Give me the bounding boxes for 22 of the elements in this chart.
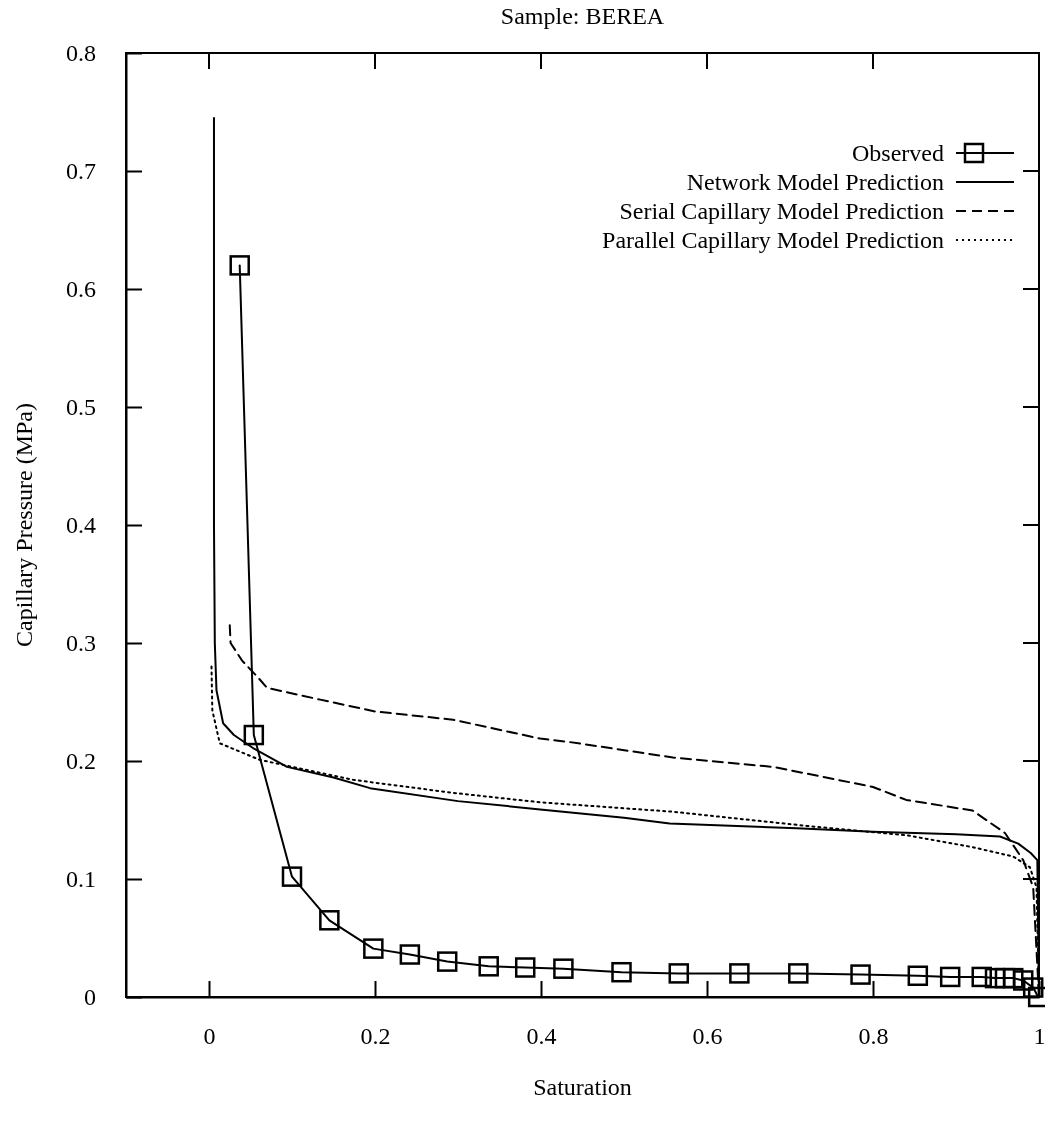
legend-label: Serial Capillary Model Prediction <box>619 198 944 225</box>
x-tick-label: 0.2 <box>360 1023 391 1050</box>
y-axis-title: Capillary Pressure (MPa) <box>11 403 37 647</box>
y-tick-label: 0.8 <box>66 40 96 67</box>
legend-label: Observed <box>852 140 944 167</box>
y-tick-label: 0.6 <box>66 276 96 303</box>
y-tick-label: 0.3 <box>66 630 96 657</box>
y-tick-label: 0.2 <box>66 748 96 775</box>
y-tick-label: 0.7 <box>66 158 96 185</box>
y-tick-label: 0.4 <box>66 512 96 539</box>
legend-label: Network Model Prediction <box>686 169 944 196</box>
x-tick-label: 0.8 <box>858 1023 889 1050</box>
legend-label: Parallel Capillary Model Prediction <box>602 227 944 254</box>
x-tick-label: 0.4 <box>526 1023 557 1050</box>
y-tick-label: 0.5 <box>66 394 96 421</box>
y-tick-label: 0.1 <box>66 866 96 893</box>
y-tick-label: 0 <box>84 984 96 1011</box>
chart-title: Sample: BEREA <box>500 3 665 29</box>
x-tick-label: 0 <box>203 1023 216 1050</box>
x-tick-label: 1 <box>1033 1023 1045 1050</box>
x-tick-label: 0.6 <box>692 1023 723 1050</box>
x-axis-title: Saturation <box>533 1074 632 1100</box>
